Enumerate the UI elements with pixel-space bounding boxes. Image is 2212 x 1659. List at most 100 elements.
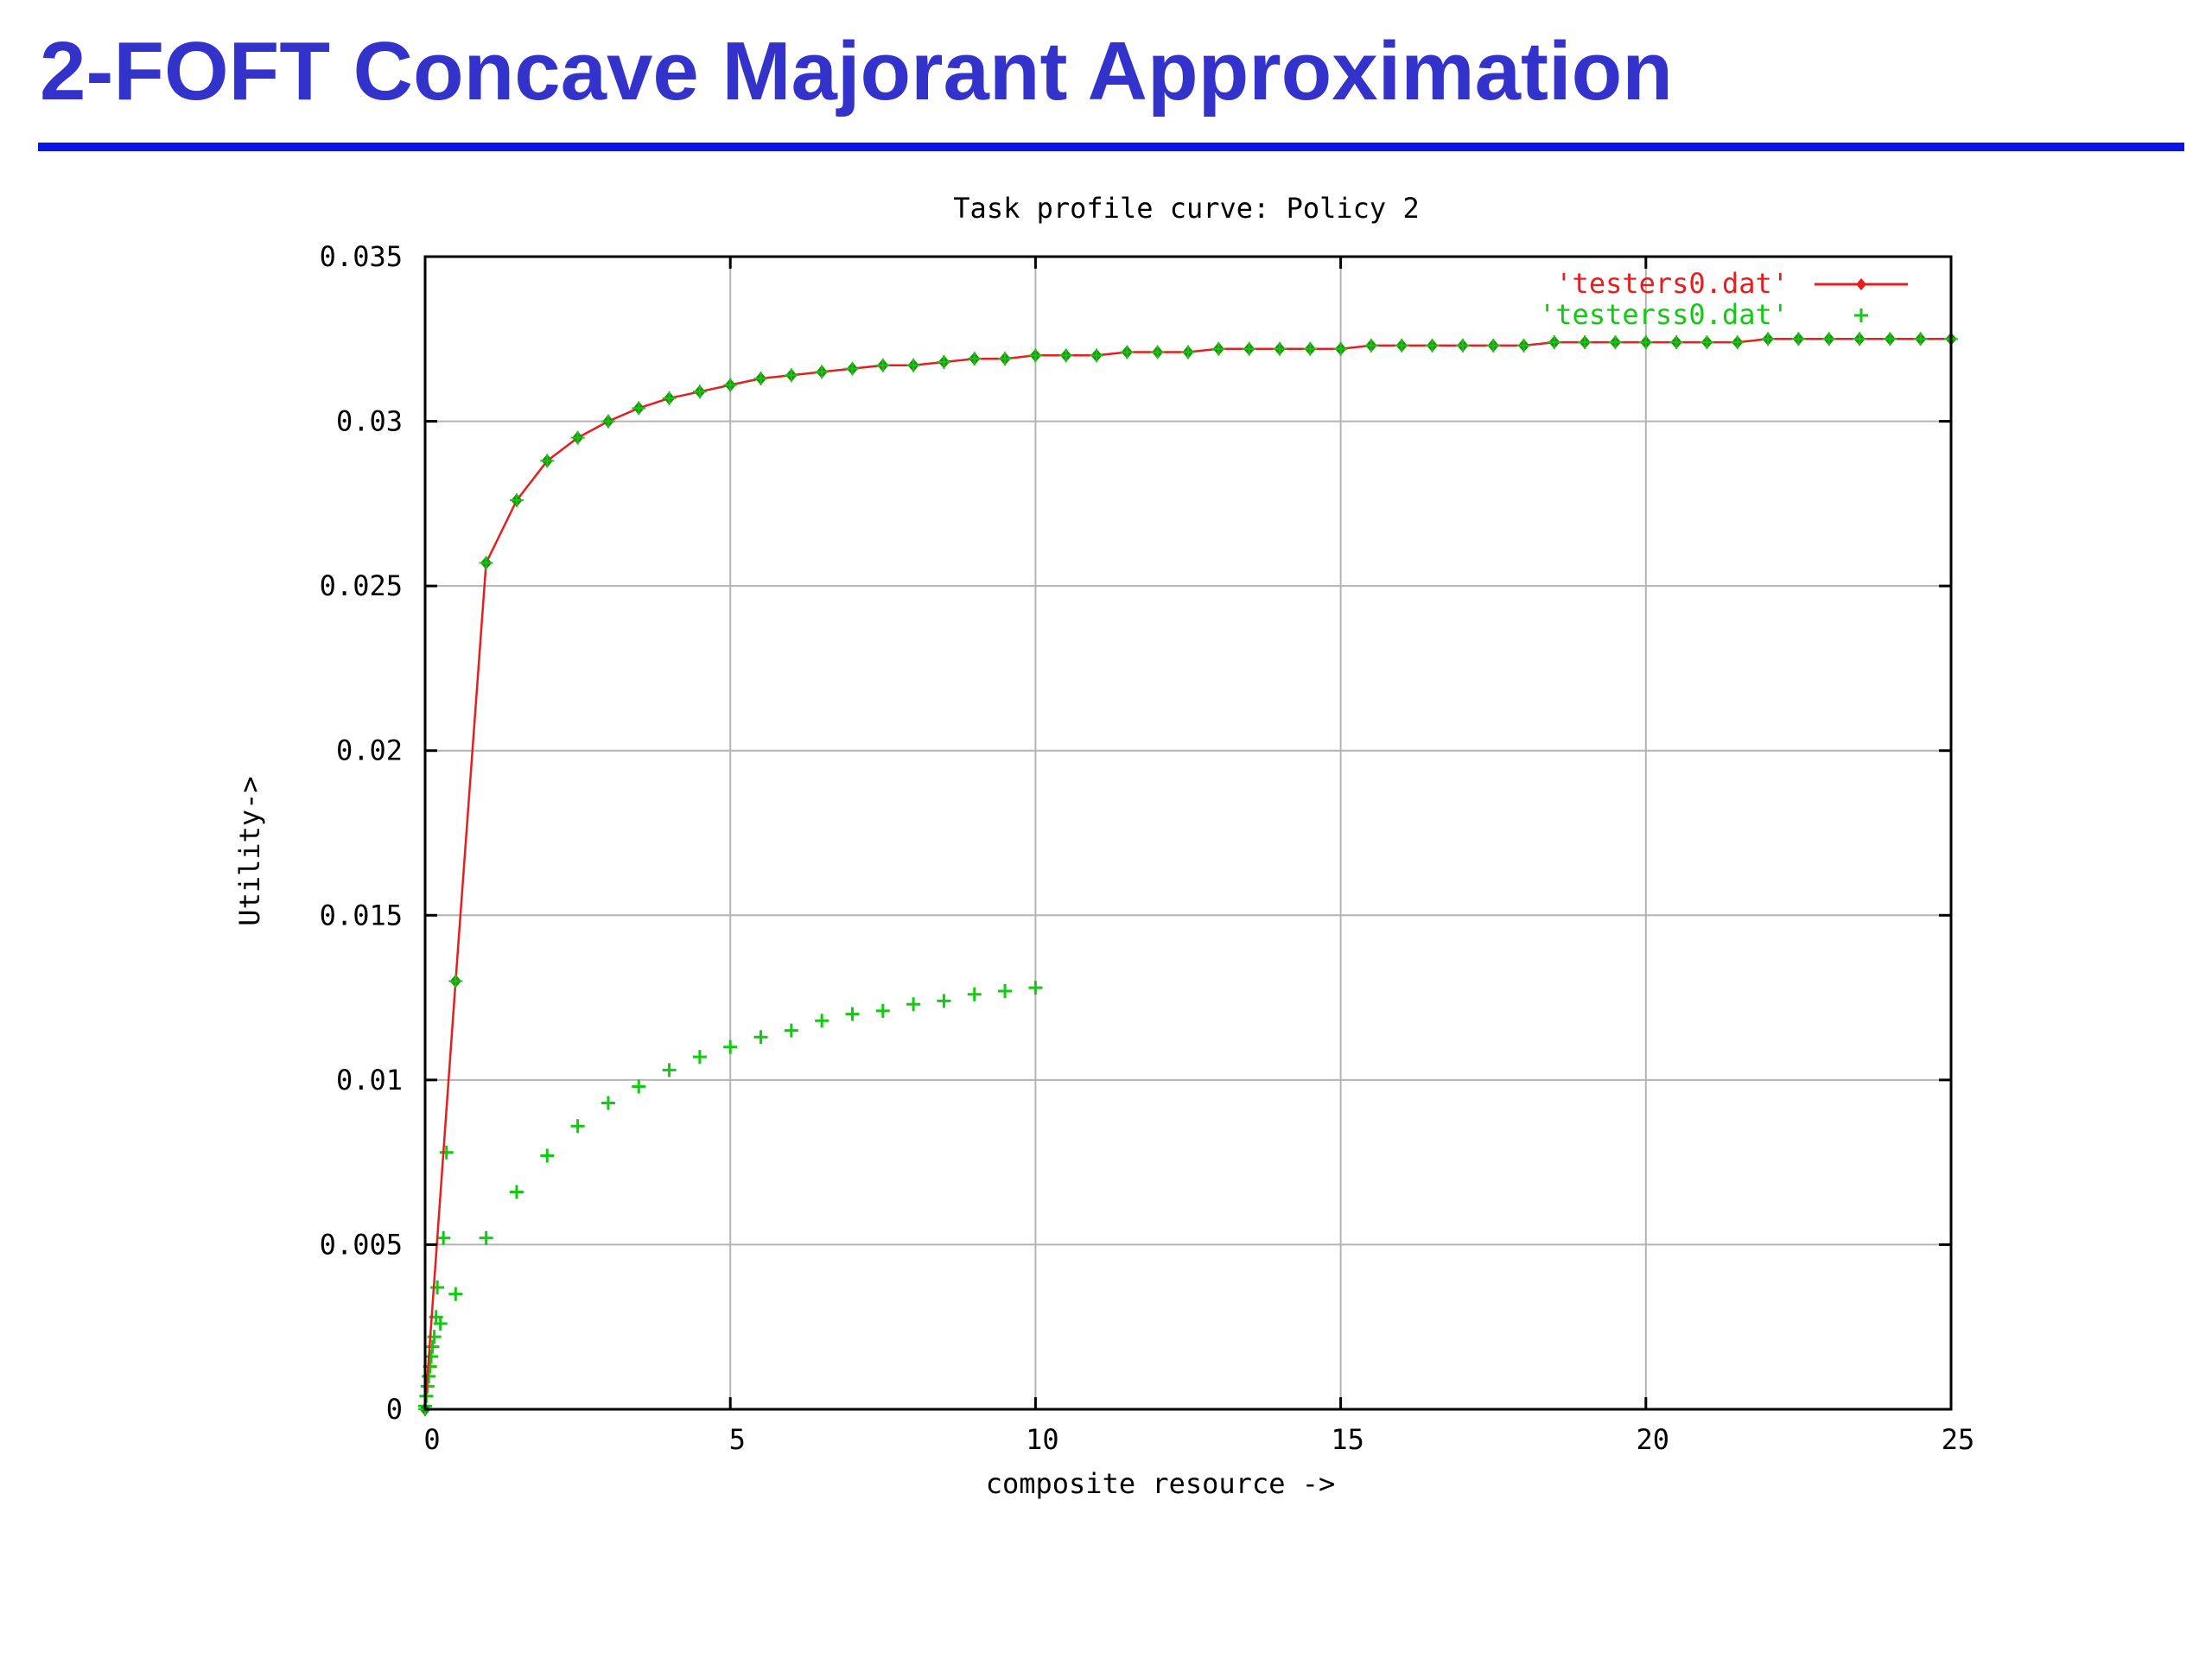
series-2-point bbox=[723, 1039, 738, 1054]
series-2-point bbox=[570, 1119, 585, 1134]
series-1-line bbox=[423, 338, 1951, 1410]
series-2-point bbox=[692, 1050, 707, 1065]
series-1-point-cross bbox=[753, 372, 768, 386]
series-2-point bbox=[784, 1023, 798, 1038]
series-1-point-cross bbox=[540, 454, 555, 468]
series-2-point bbox=[815, 1014, 830, 1028]
chart-title: Task profile curve: Policy 2 bbox=[953, 192, 1419, 225]
series-1-point-cross bbox=[1120, 345, 1135, 359]
series-1-point-cross bbox=[1333, 341, 1348, 356]
series-1-point-cross bbox=[1608, 335, 1623, 350]
legend: 'testers0.dat''testerss0.dat' bbox=[1539, 267, 1908, 331]
y-tick-label: 0.02 bbox=[336, 734, 403, 767]
series-1-point-cross bbox=[692, 385, 707, 399]
series-1-point-cross bbox=[1272, 341, 1287, 356]
x-tick-label: 25 bbox=[1942, 1423, 1975, 1456]
legend-marker-series-2 bbox=[1854, 308, 1868, 322]
series-1-point-cross bbox=[1853, 332, 1867, 346]
series-1-point-cross bbox=[448, 974, 463, 988]
y-tick-label: 0.035 bbox=[320, 240, 403, 273]
series-1-point-cross bbox=[1363, 338, 1378, 353]
x-tick-label: 20 bbox=[1637, 1423, 1670, 1456]
series-2-point bbox=[540, 1148, 555, 1163]
series-2-point bbox=[662, 1063, 677, 1077]
series-1-point-cross bbox=[845, 361, 860, 376]
series-1-point-cross bbox=[1547, 335, 1561, 350]
series-1-point-cross bbox=[1090, 348, 1104, 363]
series-2-point bbox=[845, 1007, 860, 1021]
series-1-point-cross bbox=[998, 352, 1013, 366]
series-1-point-cross bbox=[1058, 348, 1073, 363]
series-1-point-cross bbox=[1791, 332, 1806, 346]
grid-lines bbox=[425, 257, 1951, 1409]
series-1-point-cross bbox=[1761, 332, 1776, 346]
series-2-point bbox=[439, 1145, 454, 1160]
series-2-point bbox=[753, 1030, 768, 1045]
series-1-point-cross bbox=[1821, 332, 1836, 346]
series-1-point-cross bbox=[1516, 338, 1531, 353]
series-1-point-cross bbox=[1211, 341, 1226, 356]
tick-labels: 0 5 10 15 20 25 0 0.005 0.01 0.015 0.02 0.025 0.03 0.… bbox=[320, 240, 1975, 1456]
series-2-point bbox=[875, 1003, 890, 1018]
series-2-point bbox=[967, 987, 982, 1001]
series-2-point bbox=[906, 997, 921, 1012]
series-2-point bbox=[479, 1230, 493, 1245]
y-axis-label: Utility-> bbox=[233, 776, 266, 925]
series-1-point-cross bbox=[1150, 345, 1165, 359]
series-1-point-cross bbox=[632, 401, 646, 416]
series-1-point-cross bbox=[1425, 338, 1440, 353]
series-1-point-cross bbox=[509, 493, 524, 508]
series-2-point bbox=[448, 1287, 463, 1301]
x-tick-label: 0 bbox=[423, 1423, 440, 1456]
series-1-point-cross bbox=[601, 414, 615, 429]
series-2-point bbox=[632, 1079, 646, 1094]
series-1-point-cross bbox=[1181, 345, 1195, 359]
y-tick-label: 0 bbox=[386, 1393, 403, 1426]
axis-ticks bbox=[423, 255, 1953, 1411]
y-tick-label: 0.03 bbox=[336, 405, 403, 438]
series-1-point-cross bbox=[1303, 341, 1318, 356]
series-1-point-cross bbox=[1730, 335, 1745, 350]
series-1-point-cross bbox=[570, 430, 585, 445]
series-2-point bbox=[937, 994, 951, 1008]
slide-title: 2-FOFT Concave Majorant Approximation bbox=[40, 25, 1673, 118]
legend-label-series-2: 'testerss0.dat' bbox=[1539, 298, 1789, 331]
y-tick-label: 0.01 bbox=[336, 1064, 403, 1096]
series-1-point-cross bbox=[967, 352, 982, 366]
series-1-point-cross bbox=[1883, 332, 1897, 346]
series-1-point-cross bbox=[1700, 335, 1714, 350]
y-tick-label: 0.025 bbox=[320, 569, 403, 602]
series-1-point-cross bbox=[723, 378, 738, 392]
series-2-point bbox=[601, 1096, 615, 1110]
series-2-point bbox=[509, 1185, 524, 1199]
x-tick-label: 15 bbox=[1331, 1423, 1364, 1456]
series-2-point bbox=[425, 1339, 440, 1354]
series-2-point bbox=[998, 983, 1013, 998]
series-2-point bbox=[433, 1316, 448, 1331]
series-1-point-cross bbox=[1913, 332, 1928, 346]
series-1-point-cross bbox=[1638, 335, 1653, 350]
series-1-point-cross bbox=[815, 365, 830, 379]
series-1-point-cross bbox=[1028, 348, 1043, 363]
series-1-point-cross bbox=[1242, 341, 1256, 356]
series-1-point-cross bbox=[875, 358, 890, 372]
y-tick-label: 0.015 bbox=[320, 899, 403, 931]
legend-label-series-1: 'testers0.dat' bbox=[1555, 267, 1789, 300]
series-2-point bbox=[436, 1230, 451, 1245]
x-tick-label: 10 bbox=[1026, 1423, 1059, 1456]
title-underline bbox=[38, 143, 2184, 151]
series-1-point-cross bbox=[479, 556, 493, 570]
y-tick-label: 0.005 bbox=[320, 1228, 403, 1261]
series-1-point-cross bbox=[1486, 338, 1501, 353]
series-1-point-cross bbox=[662, 391, 677, 405]
series-layer bbox=[418, 332, 1958, 1416]
x-tick-label: 5 bbox=[729, 1423, 746, 1456]
series-1-point-cross bbox=[1395, 338, 1409, 353]
series-1-point-cross bbox=[937, 354, 951, 369]
series-1-point-cross bbox=[1669, 335, 1684, 350]
series-1-point-cross bbox=[1455, 338, 1470, 353]
series-1-point-cross bbox=[906, 358, 921, 372]
series-1-point-cross bbox=[1578, 335, 1592, 350]
series-2-point bbox=[1028, 981, 1043, 995]
